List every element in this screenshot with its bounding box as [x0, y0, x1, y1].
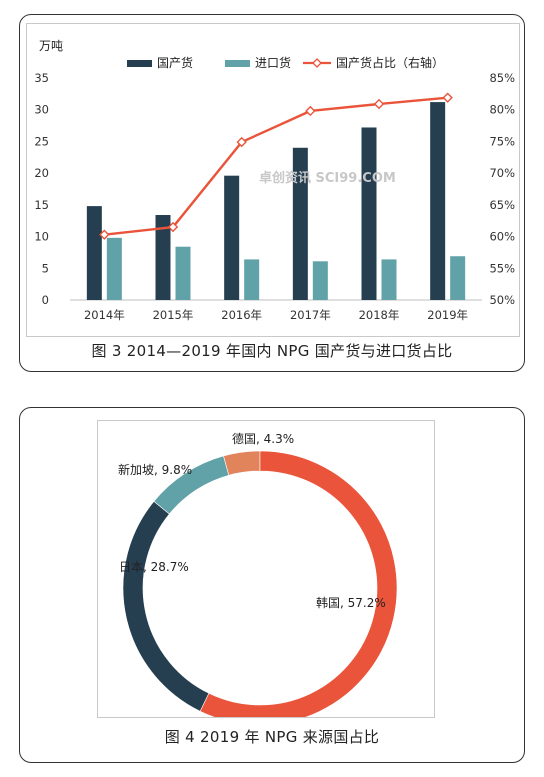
- left-axis-unit: 万吨: [39, 39, 63, 53]
- legend-swatch-import: [225, 60, 250, 67]
- bar-import: [175, 246, 191, 300]
- bar-import: [450, 256, 466, 300]
- right-tick-label: 55%: [489, 261, 515, 275]
- right-tick-label: 70%: [489, 166, 515, 180]
- line-point: [99, 229, 110, 240]
- bar-domestic: [224, 175, 240, 300]
- x-tick-label: 2016年: [221, 308, 262, 322]
- line-point: [373, 98, 385, 110]
- legend-swatch-domestic: [127, 60, 152, 67]
- x-tick-label: 2018年: [359, 308, 400, 322]
- left-tick-label: 0: [42, 293, 49, 307]
- bar-domestic: [292, 147, 308, 300]
- right-tick-label: 80%: [489, 103, 515, 117]
- combo-chart-frame: 万吨 0 5 10 15 20 25 30 35 50% 55% 60% 65% 70% 75% 80% 85%…: [26, 23, 520, 337]
- left-tick-label: 30: [34, 103, 49, 117]
- legend-label: 国产货占比（右轴）: [336, 55, 444, 70]
- line-point: [305, 105, 316, 117]
- right-tick-label: 50%: [489, 293, 515, 307]
- x-tick-label: 2014年: [84, 308, 125, 322]
- slice-label: 日本, 28.7%: [119, 560, 189, 574]
- bar-import: [312, 261, 328, 300]
- donut-slice: [153, 455, 230, 515]
- bar-domestic: [361, 127, 377, 300]
- x-tick-label: 2015年: [153, 308, 194, 322]
- line-point: [236, 136, 247, 148]
- watermark: 卓创资讯 SCI99.COM: [259, 170, 396, 186]
- slice-label: 德国, 4.3%: [232, 431, 294, 446]
- figure-3-card: 万吨 0 5 10 15 20 25 30 35 50% 55% 60% 65% 70% 75% 80% 85%…: [19, 14, 525, 372]
- bar-import: [244, 259, 260, 300]
- combo-chart: 万吨 0 5 10 15 20 25 30 35 50% 55% 60% 65% 70% 75% 80% 85%…: [34, 39, 515, 322]
- donut-chart-frame: 德国, 4.3% 韩国, 57.2% 日本, 28.7% 新加坡, 9.8%: [97, 420, 435, 726]
- slice-label: 韩国, 57.2%: [316, 595, 386, 610]
- left-tick-label: 5: [42, 261, 49, 275]
- legend-marker: [312, 58, 322, 68]
- donut-slice: [223, 450, 261, 476]
- legend-label: 进口货: [255, 55, 291, 70]
- legend-label: 国产货: [157, 55, 193, 70]
- left-tick-label: 15: [34, 198, 49, 212]
- line-point: [167, 221, 179, 233]
- x-tick-label: 2017年: [290, 308, 331, 322]
- line-point: [442, 92, 453, 103]
- domestic-share-line: [104, 96, 448, 236]
- slice-label: 新加坡, 9.8%: [118, 462, 192, 477]
- donut-slice: [122, 500, 210, 712]
- bar-import: [106, 237, 122, 300]
- left-tick-label: 35: [34, 71, 49, 85]
- donut-slice: [199, 450, 398, 726]
- figure-4-card: 德国, 4.3% 韩国, 57.2% 日本, 28.7% 新加坡, 9.8% 图 4 …: [19, 407, 525, 763]
- left-tick-label: 25: [34, 134, 49, 148]
- right-tick-label: 85%: [489, 71, 515, 85]
- bar-domestic: [155, 215, 171, 300]
- bar-domestic: [430, 102, 446, 300]
- bar-domestic: [86, 206, 102, 300]
- right-tick-label: 60%: [489, 230, 515, 244]
- figure-4-caption: 图 4 2019 年 NPG 来源国占比: [164, 728, 380, 746]
- left-tick-label: 20: [34, 166, 49, 180]
- right-tick-label: 65%: [489, 198, 515, 212]
- x-tick-label: 2019年: [427, 308, 468, 322]
- right-tick-label: 75%: [489, 134, 515, 148]
- bar-import: [381, 259, 397, 300]
- donut-chart: 德国, 4.3% 韩国, 57.2% 日本, 28.7% 新加坡, 9.8%: [118, 431, 398, 726]
- left-tick-label: 10: [34, 230, 49, 244]
- figure-3-caption: 图 3 2014—2019 年国内 NPG 国产货与进口货占比: [91, 342, 453, 360]
